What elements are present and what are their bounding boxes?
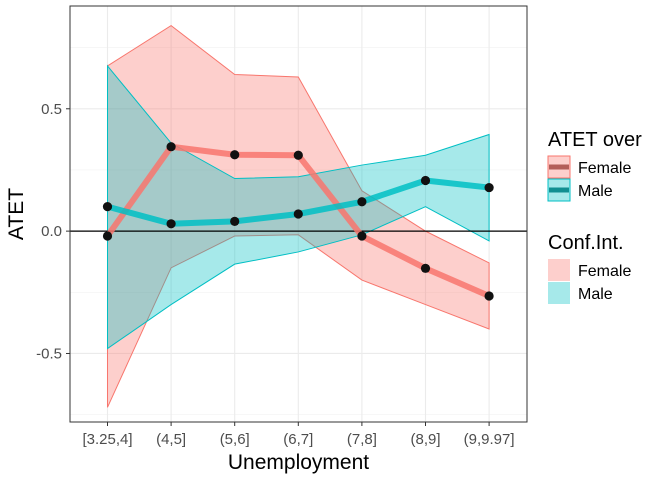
data-point-male bbox=[293, 209, 303, 219]
x-tick-label: (5,6] bbox=[220, 431, 250, 448]
legend-label-fill-male: Male bbox=[578, 286, 613, 303]
x-tick-label: (6,7] bbox=[283, 431, 313, 448]
legend-label-fill-female: Female bbox=[578, 263, 631, 280]
x-tick-label: (4,5] bbox=[156, 431, 186, 448]
x-axis-title: Unemployment bbox=[228, 451, 369, 474]
legend-label-line-female: Female bbox=[578, 160, 631, 177]
data-point-female bbox=[230, 150, 240, 160]
legend-title-atet: ATET over bbox=[548, 129, 642, 151]
data-point-female bbox=[357, 231, 367, 241]
data-point-female bbox=[484, 291, 494, 301]
legend-label-line-male: Male bbox=[578, 183, 613, 200]
data-point-female bbox=[293, 150, 303, 160]
y-axis-title: ATET bbox=[5, 188, 28, 240]
data-point-male bbox=[102, 202, 113, 212]
series-points bbox=[102, 142, 494, 301]
axis-ticks: -0.5 0.0 0.5 [3.25,4] (4,5] (5,6] (6,7] (7,8] (8… bbox=[36, 101, 514, 448]
ci-ribbon-male bbox=[107, 64, 490, 350]
y-tick-label: -0.5 bbox=[36, 345, 62, 362]
legend: ATET over Female Male Conf.Int. Female Male bbox=[547, 129, 642, 304]
data-point-female bbox=[166, 142, 176, 152]
x-tick-label: [3.25,4] bbox=[82, 431, 132, 448]
data-point-male bbox=[230, 216, 240, 226]
data-point-male bbox=[357, 197, 367, 207]
legend-title-ci: Conf.Int. bbox=[548, 232, 624, 254]
data-point-female bbox=[102, 231, 113, 241]
x-tick-label: (8,9] bbox=[410, 431, 440, 448]
x-tick-label: (9,9.97] bbox=[464, 431, 515, 448]
legend-key-fill-female bbox=[548, 259, 570, 281]
data-point-male bbox=[420, 175, 431, 186]
data-point-male bbox=[484, 182, 494, 193]
data-point-male bbox=[166, 219, 176, 229]
y-tick-label: 0.0 bbox=[41, 223, 62, 240]
data-point-female bbox=[420, 263, 431, 273]
x-tick-label: (7,8] bbox=[347, 431, 377, 448]
y-tick-label: 0.5 bbox=[41, 101, 62, 118]
legend-key-fill-male bbox=[548, 282, 570, 304]
